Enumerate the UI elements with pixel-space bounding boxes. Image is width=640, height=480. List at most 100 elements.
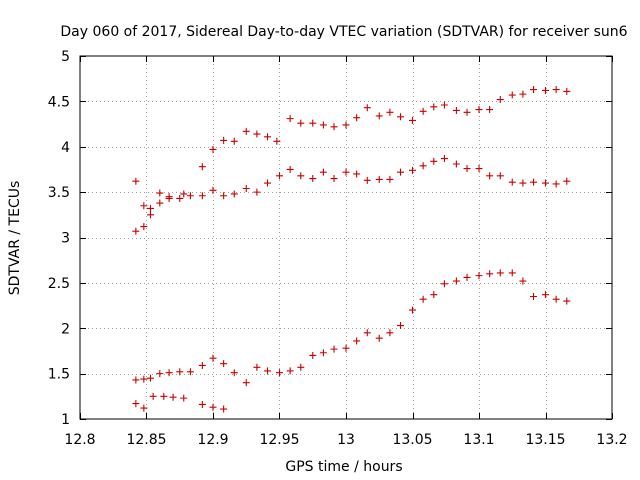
data-point bbox=[452, 160, 460, 168]
data-point bbox=[198, 163, 206, 171]
data-point bbox=[463, 165, 471, 173]
data-point bbox=[209, 354, 217, 362]
data-point bbox=[563, 297, 571, 305]
data-point bbox=[297, 172, 305, 180]
data-point bbox=[486, 270, 494, 278]
data-point bbox=[220, 405, 228, 413]
data-point bbox=[253, 188, 261, 196]
data-point bbox=[386, 329, 394, 337]
data-point bbox=[563, 87, 571, 95]
data-point bbox=[309, 351, 317, 359]
x-tick-label: 12.85 bbox=[126, 432, 166, 448]
y-tick-label: 1 bbox=[61, 412, 70, 428]
data-point bbox=[440, 155, 448, 163]
data-point bbox=[198, 192, 206, 200]
data-point bbox=[264, 367, 272, 375]
data-point bbox=[230, 369, 238, 377]
x-tick-label: 12.9 bbox=[197, 432, 228, 448]
data-point bbox=[242, 127, 250, 135]
x-tick-label: 13.05 bbox=[392, 432, 432, 448]
data-point bbox=[186, 192, 194, 200]
data-point bbox=[209, 145, 217, 153]
data-point bbox=[319, 121, 327, 129]
data-point bbox=[242, 379, 250, 387]
data-point bbox=[475, 165, 483, 173]
data-point bbox=[132, 376, 140, 384]
x-tick-label: 12.95 bbox=[259, 432, 299, 448]
data-point bbox=[198, 400, 206, 408]
data-point bbox=[496, 172, 504, 180]
data-point bbox=[496, 96, 504, 104]
data-point bbox=[475, 106, 483, 114]
data-point bbox=[552, 86, 560, 94]
data-point bbox=[180, 394, 188, 402]
data-point bbox=[264, 179, 272, 187]
data-point bbox=[276, 369, 283, 377]
data-point bbox=[542, 86, 549, 94]
data-point bbox=[176, 368, 184, 376]
data-point bbox=[140, 404, 148, 412]
y-tick-label: 1.5 bbox=[48, 367, 70, 383]
x-axis: 12.8 12.85 12.9 12.95 13 13.05 13.1 13.15 13.2 bbox=[64, 56, 628, 448]
data-point bbox=[286, 165, 294, 173]
data-point bbox=[253, 363, 261, 371]
data-point bbox=[220, 360, 228, 368]
data-point bbox=[542, 179, 549, 187]
data-point bbox=[297, 119, 305, 127]
data-point bbox=[419, 295, 427, 303]
data-point bbox=[132, 227, 140, 235]
data-point bbox=[363, 104, 371, 112]
data-point bbox=[146, 204, 154, 212]
data-point bbox=[375, 175, 383, 183]
data-point bbox=[169, 393, 177, 401]
data-point bbox=[542, 291, 549, 299]
data-point bbox=[508, 178, 516, 186]
data-point bbox=[375, 112, 383, 120]
data-point bbox=[552, 295, 560, 303]
data-point bbox=[230, 190, 238, 198]
data-point bbox=[160, 392, 168, 400]
data-point bbox=[149, 392, 157, 400]
chart-title: Day 060 of 2017, Sidereal Day-to-day VTE… bbox=[60, 24, 627, 40]
x-tick-label: 13.1 bbox=[463, 432, 494, 448]
data-point bbox=[286, 115, 294, 123]
data-point bbox=[230, 137, 238, 145]
data-point bbox=[397, 322, 405, 330]
y-tick-label: 3.5 bbox=[48, 185, 70, 201]
data-point bbox=[273, 137, 281, 145]
y-tick-label: 2 bbox=[61, 321, 70, 337]
data-point bbox=[530, 86, 538, 94]
data-point bbox=[132, 400, 140, 408]
data-point bbox=[440, 101, 448, 109]
x-tick-label: 13 bbox=[337, 432, 355, 448]
data-point bbox=[176, 194, 184, 202]
data-point bbox=[430, 157, 438, 165]
data-point bbox=[508, 269, 516, 277]
data-point bbox=[486, 172, 494, 180]
data-point bbox=[330, 345, 338, 353]
data-point bbox=[165, 194, 173, 202]
data-point bbox=[342, 344, 350, 352]
data-point bbox=[463, 273, 471, 281]
y-tick-label: 5 bbox=[61, 49, 70, 65]
data-point bbox=[180, 190, 188, 198]
data-point bbox=[486, 106, 494, 114]
data-point bbox=[386, 108, 394, 116]
data-point bbox=[440, 280, 448, 288]
data-point bbox=[156, 189, 164, 197]
data-point bbox=[409, 306, 416, 314]
data-point bbox=[563, 177, 571, 185]
data-point bbox=[140, 223, 148, 231]
data-point bbox=[342, 168, 350, 176]
data-point bbox=[508, 91, 516, 99]
data-point bbox=[530, 178, 538, 186]
data-point bbox=[409, 116, 416, 124]
data-point bbox=[397, 113, 405, 121]
y-axis: 1 1.5 2 2.5 3 3.5 4 4.5 5 bbox=[48, 49, 612, 428]
data-point bbox=[276, 172, 283, 180]
data-point bbox=[430, 291, 438, 299]
y-tick-label: 4 bbox=[61, 140, 70, 156]
data-point bbox=[146, 211, 154, 219]
data-point bbox=[198, 361, 206, 369]
